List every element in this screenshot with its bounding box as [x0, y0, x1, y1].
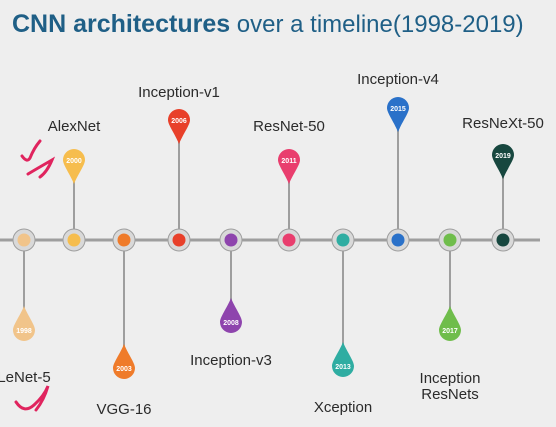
model-name-inception-v3: Inception-v3	[190, 352, 272, 369]
node-dot-lenet-5	[17, 233, 31, 247]
year-label-alexnet: 2000	[66, 158, 82, 165]
model-name-lenet-5: LeNet-5	[0, 369, 51, 386]
model-name-alexnet: AlexNet	[48, 118, 101, 135]
node-dot-inception-v1	[172, 233, 186, 247]
year-label-inception-v1: 2006	[171, 118, 187, 125]
model-lenet-5: 1998 LeNet-5	[0, 228, 51, 386]
model-name-xception: Xception	[314, 399, 372, 416]
model-name-inception-resnets-1: Inception	[420, 370, 481, 387]
node-dot-vgg-16	[117, 233, 131, 247]
model-name-inception-resnets-2: ResNets	[421, 386, 479, 403]
pin-marker-xception	[332, 342, 354, 377]
models-group: 1998 LeNet-5 2000 AlexNet 2003 VGG-16 2006 Ince…	[0, 71, 544, 418]
page-title: CNN architectures over a timeline(1998-2…	[12, 10, 524, 38]
model-name-resnet-50: ResNet-50	[253, 118, 325, 135]
node-dot-resnet-50	[282, 233, 296, 247]
pin-marker-vgg-16	[113, 344, 135, 379]
model-inception-v1: 2006 Inception-v1	[138, 84, 220, 252]
model-vgg-16: 2003 VGG-16	[96, 228, 152, 418]
year-label-vgg-16: 2003	[116, 366, 132, 373]
pin-marker-inception-resnets	[439, 306, 461, 341]
year-label-lenet-5: 1998	[16, 328, 32, 335]
year-label-resnext-50: 2019	[495, 153, 511, 160]
node-dot-xception	[336, 233, 350, 247]
pin-marker-inception-v1	[168, 109, 190, 144]
node-dot-resnext-50	[496, 233, 510, 247]
pin-marker-inception-v4	[387, 97, 409, 132]
model-alexnet: 2000 AlexNet	[48, 118, 101, 252]
year-label-inception-resnets: 2017	[442, 328, 458, 335]
title-bold: CNN architectures	[12, 10, 230, 38]
model-inception-v3: 2008 Inception-v3	[190, 228, 272, 369]
annotation-checkmark	[20, 139, 56, 179]
model-name-inception-v1: Inception-v1	[138, 84, 220, 101]
pin-marker-lenet-5	[13, 306, 35, 341]
pin-marker-resnext-50	[492, 144, 514, 179]
title-rest: over a timeline(1998-2019)	[230, 11, 524, 38]
year-label-inception-v3: 2008	[223, 320, 239, 327]
model-name-resnext-50: ResNeXt-50	[462, 115, 544, 132]
pin-marker-resnet-50	[278, 149, 300, 184]
annotation-scribble	[14, 385, 50, 412]
year-label-xception: 2013	[335, 364, 351, 371]
model-resnet-50: 2011 ResNet-50	[253, 118, 325, 252]
node-dot-inception-v3	[224, 233, 238, 247]
year-label-inception-v4: 2015	[390, 106, 406, 113]
node-dot-inception-resnets	[443, 233, 457, 247]
model-xception: 2013 Xception	[314, 228, 372, 416]
model-name-inception-v4: Inception-v4	[357, 71, 439, 88]
model-inception-v4: 2015 Inception-v4	[357, 71, 439, 252]
pin-marker-alexnet	[63, 149, 85, 184]
node-dot-inception-v4	[391, 233, 405, 247]
model-resnext-50: 2019 ResNeXt-50	[462, 115, 544, 252]
year-label-resnet-50: 2011	[281, 158, 296, 165]
pin-marker-inception-v3	[220, 298, 242, 333]
model-name-vgg-16: VGG-16	[96, 401, 151, 418]
node-dot-alexnet	[67, 233, 81, 247]
